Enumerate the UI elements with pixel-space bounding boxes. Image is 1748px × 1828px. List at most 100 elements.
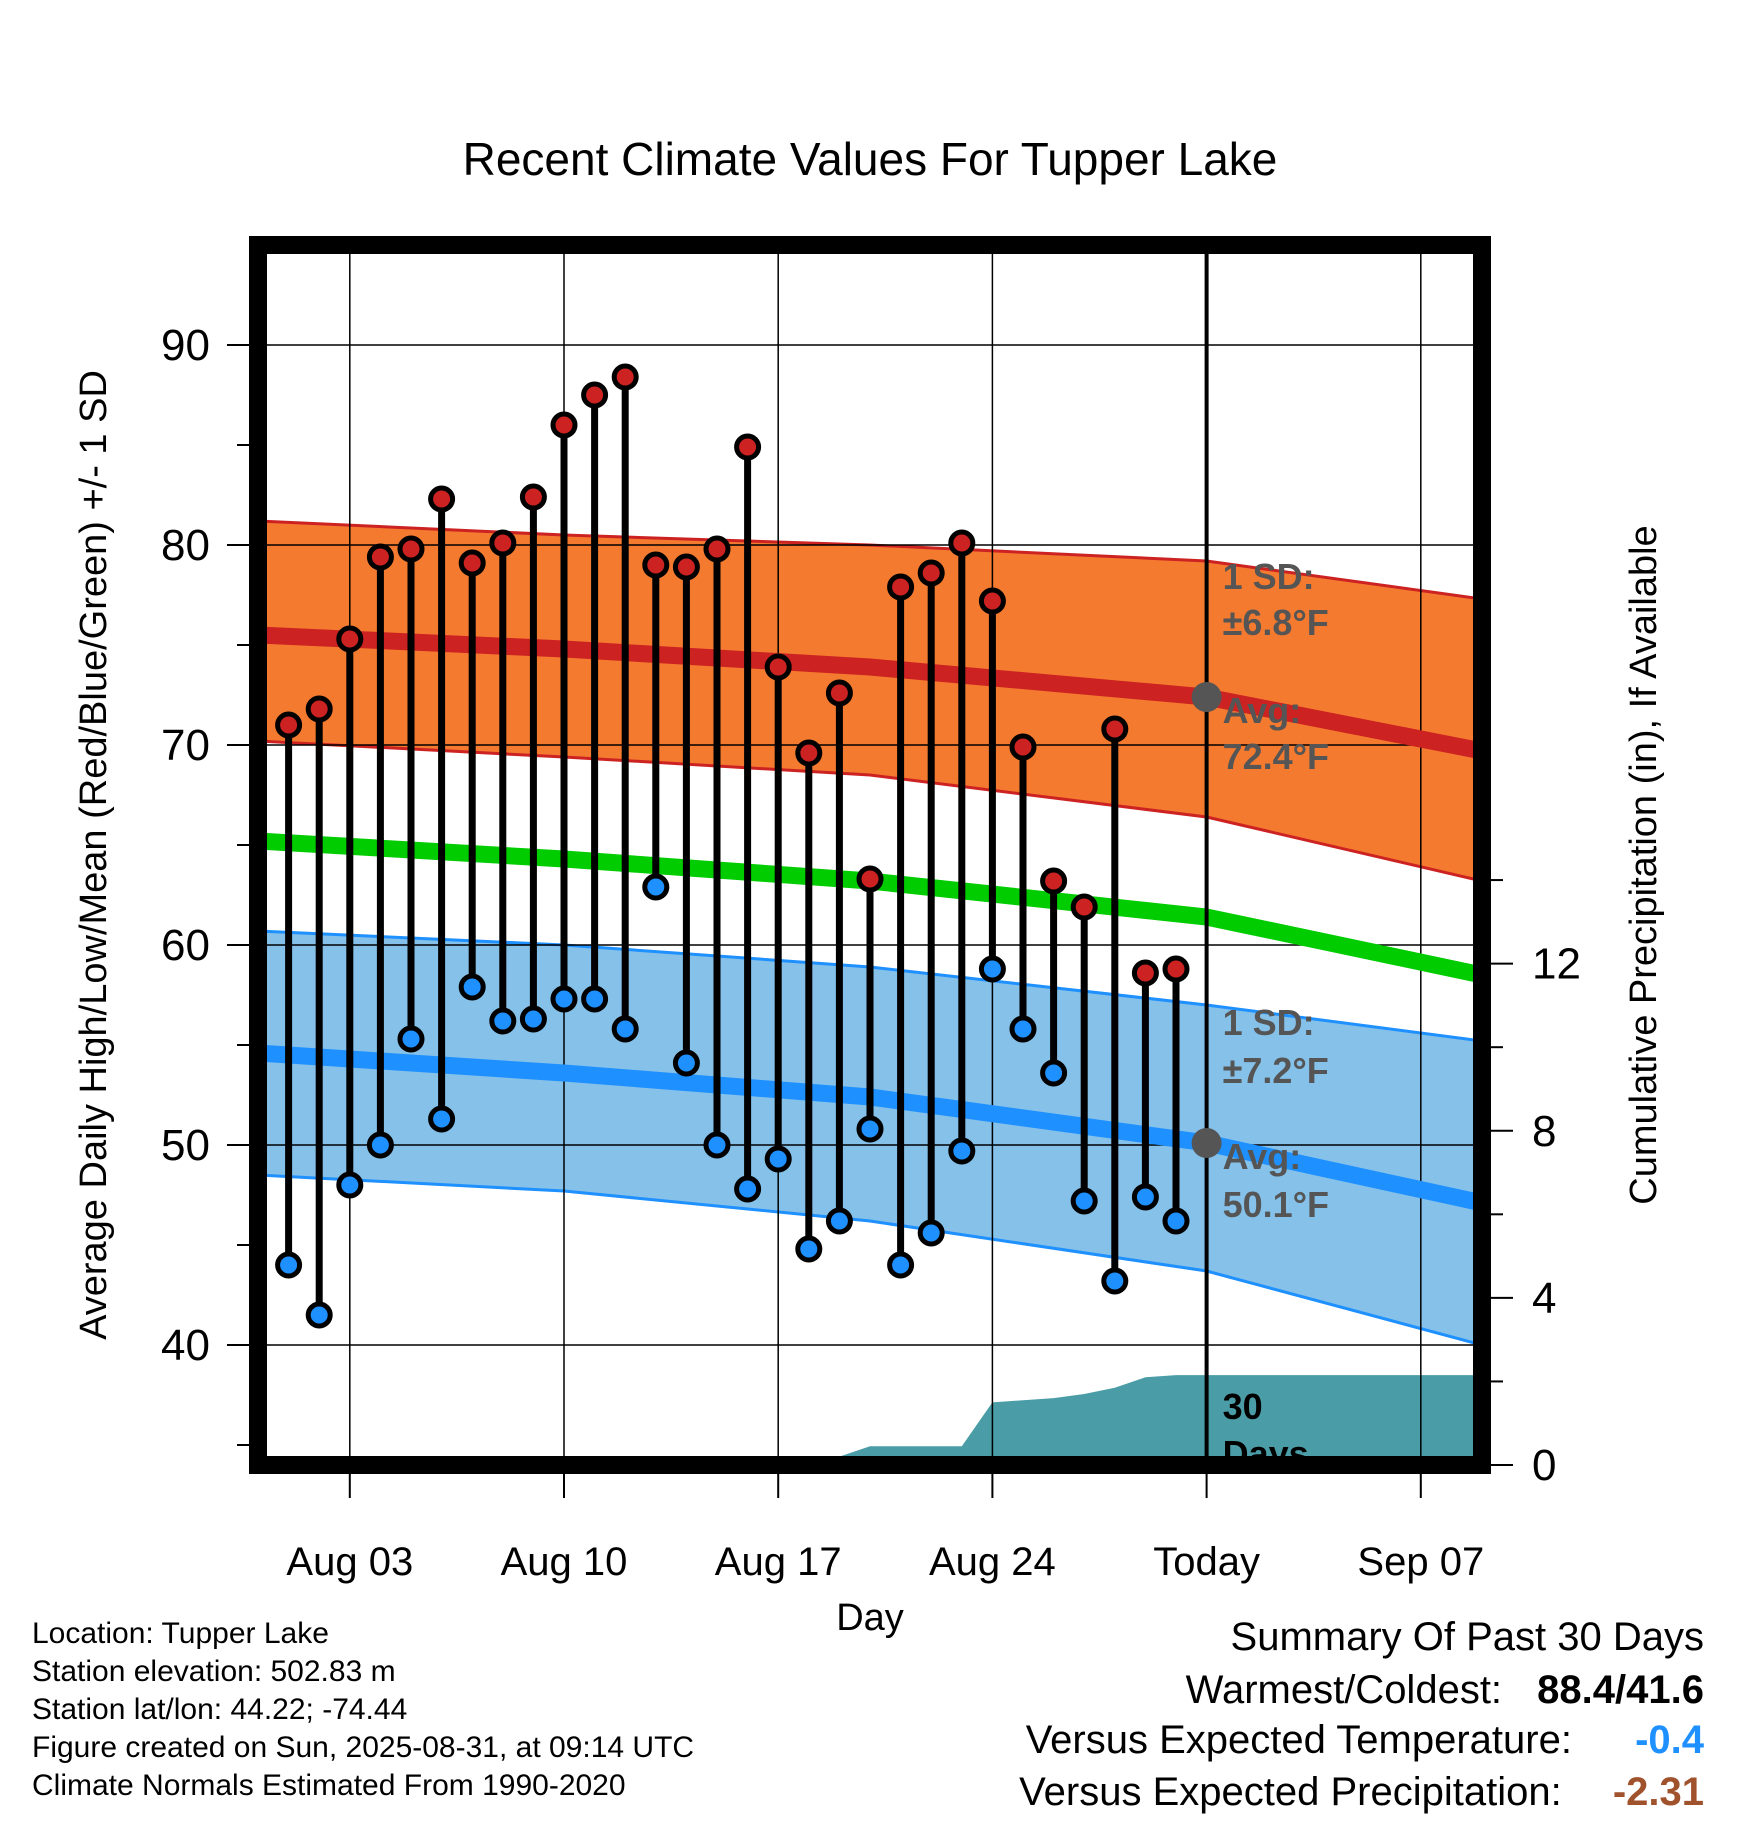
y2-tick-label: 8 bbox=[1532, 1107, 1556, 1156]
daily-low-point bbox=[611, 1015, 639, 1043]
daily-low-point bbox=[275, 1251, 303, 1279]
warmest-label: Warmest/Coldest: bbox=[1185, 1668, 1503, 1712]
x-axis-label: Day bbox=[836, 1597, 904, 1639]
x-tick-label: Today bbox=[1153, 1540, 1260, 1584]
cumulative-precip-area bbox=[258, 1375, 1482, 1465]
daily-low-point bbox=[305, 1301, 333, 1329]
high-sd-lower-edge bbox=[258, 739, 1482, 883]
y2-tick-label: 0 bbox=[1532, 1441, 1556, 1490]
high-sd-value: ±6.8°F bbox=[1223, 602, 1329, 643]
temp-label: Versus Expected Temperature: bbox=[1025, 1718, 1572, 1762]
daily-high-point bbox=[1162, 955, 1190, 983]
daily-high-point bbox=[458, 549, 486, 577]
daily-low-point bbox=[642, 873, 670, 901]
daily-low-point bbox=[1162, 1207, 1190, 1235]
high-avg-label: Avg: bbox=[1223, 690, 1302, 731]
precip-days-label-1: 30 bbox=[1223, 1386, 1263, 1427]
daily-high-point bbox=[519, 483, 547, 511]
today-high-normal-marker bbox=[1191, 682, 1222, 712]
daily-low-point bbox=[428, 1105, 456, 1133]
x-tick-label: Aug 24 bbox=[929, 1540, 1056, 1584]
daily-low-point bbox=[1040, 1059, 1068, 1087]
daily-high-point bbox=[672, 553, 700, 581]
daily-high-point bbox=[978, 587, 1006, 615]
daily-low-point bbox=[948, 1137, 976, 1165]
summary-temp-row: Versus Expected Temperature: -0.4 bbox=[1026, 1718, 1704, 1763]
chart-title: Recent Climate Values For Tupper Lake bbox=[463, 133, 1278, 185]
summary-warmest-row: Warmest/Coldest: 88.4/41.6 bbox=[1186, 1668, 1704, 1713]
daily-low-point bbox=[519, 1005, 547, 1033]
daily-low-point bbox=[458, 973, 486, 1001]
info-elevation: Station elevation: 502.83 m bbox=[32, 1655, 396, 1688]
low-sd-label: 1 SD: bbox=[1223, 1002, 1315, 1043]
daily-low-point bbox=[672, 1049, 700, 1077]
daily-low-point bbox=[887, 1251, 915, 1279]
info-latlon: Station lat/lon: 44.22; -74.44 bbox=[32, 1693, 408, 1726]
daily-high-point bbox=[550, 411, 578, 439]
y-tick-label: 60 bbox=[161, 921, 210, 970]
daily-high-point bbox=[917, 559, 945, 587]
y-tick-label: 70 bbox=[161, 721, 210, 770]
high-avg-value: 72.4°F bbox=[1223, 736, 1329, 777]
low-avg-value: 50.1°F bbox=[1223, 1184, 1329, 1225]
daily-high-point bbox=[948, 529, 976, 557]
daily-high-point bbox=[581, 381, 609, 409]
y-tick-label: 40 bbox=[161, 1321, 210, 1370]
daily-high-point bbox=[397, 535, 425, 563]
y-tick-label: 80 bbox=[161, 521, 210, 570]
precip-label: Versus Expected Precipitation: bbox=[1019, 1770, 1562, 1814]
daily-high-point bbox=[734, 433, 762, 461]
low-sd-value: ±7.2°F bbox=[1223, 1050, 1329, 1091]
daily-high-point bbox=[428, 485, 456, 513]
daily-low-point bbox=[703, 1131, 731, 1159]
daily-high-point bbox=[1131, 959, 1159, 987]
daily-high-point bbox=[825, 679, 853, 707]
temp-departure-value: -0.4 bbox=[1635, 1718, 1704, 1762]
station-info: Location: Tupper Lake Station elevation:… bbox=[32, 1615, 694, 1805]
daily-high-point bbox=[336, 625, 364, 653]
daily-low-point bbox=[397, 1025, 425, 1053]
warmest-value: 88.4/41.6 bbox=[1537, 1668, 1704, 1712]
low-sd-lower-edge bbox=[258, 1173, 1482, 1347]
daily-low-point bbox=[489, 1007, 517, 1035]
y-axis-label: Average Daily High/Low/Mean (Red/Blue/Gr… bbox=[73, 370, 115, 1340]
daily-high-point bbox=[1070, 893, 1098, 921]
y2-axis-label: Cumulative Precipitation (in), If Availa… bbox=[1623, 525, 1665, 1204]
daily-low-point bbox=[1070, 1187, 1098, 1215]
x-tick-label: Aug 03 bbox=[286, 1540, 413, 1584]
daily-low-point bbox=[581, 985, 609, 1013]
daily-low-point bbox=[336, 1171, 364, 1199]
daily-high-point bbox=[305, 695, 333, 723]
daily-low-point bbox=[795, 1235, 823, 1263]
daily-high-point bbox=[856, 865, 884, 893]
x-tick-label: Sep 07 bbox=[1357, 1540, 1484, 1584]
daily-high-point bbox=[1009, 733, 1037, 761]
y-tick-label: 50 bbox=[161, 1121, 210, 1170]
daily-high-point bbox=[489, 529, 517, 557]
daily-high-point bbox=[1101, 715, 1129, 743]
info-created: Figure created on Sun, 2025-08-31, at 09… bbox=[32, 1731, 695, 1764]
daily-high-point bbox=[642, 551, 670, 579]
precip-departure-value: -2.31 bbox=[1612, 1770, 1704, 1814]
daily-low-point bbox=[366, 1131, 394, 1159]
x-tick-label: Aug 17 bbox=[715, 1540, 842, 1584]
y2-tick-label: 12 bbox=[1532, 940, 1581, 989]
daily-low-point bbox=[764, 1145, 792, 1173]
info-normals: Climate Normals Estimated From 1990-2020 bbox=[32, 1769, 626, 1802]
summary-title-text: Summary Of Past 30 Days bbox=[1230, 1615, 1704, 1659]
y-tick-label: 90 bbox=[161, 321, 210, 370]
daily-high-point bbox=[887, 573, 915, 601]
daily-low-point bbox=[825, 1207, 853, 1235]
summary-precip-row: Versus Expected Precipitation: -2.31 bbox=[1019, 1770, 1704, 1815]
daily-high-point bbox=[1040, 867, 1068, 895]
info-location: Location: Tupper Lake bbox=[32, 1617, 329, 1650]
today-low-normal-marker bbox=[1191, 1128, 1222, 1158]
normal-high-mean-line bbox=[258, 626, 1482, 760]
y2-tick-label: 4 bbox=[1532, 1274, 1556, 1323]
plot-frame bbox=[249, 236, 1491, 1474]
daily-high-point bbox=[366, 543, 394, 571]
summary-title: Summary Of Past 30 Days bbox=[1231, 1615, 1704, 1660]
daily-low-point bbox=[917, 1219, 945, 1247]
daily-low-point bbox=[1101, 1267, 1129, 1295]
